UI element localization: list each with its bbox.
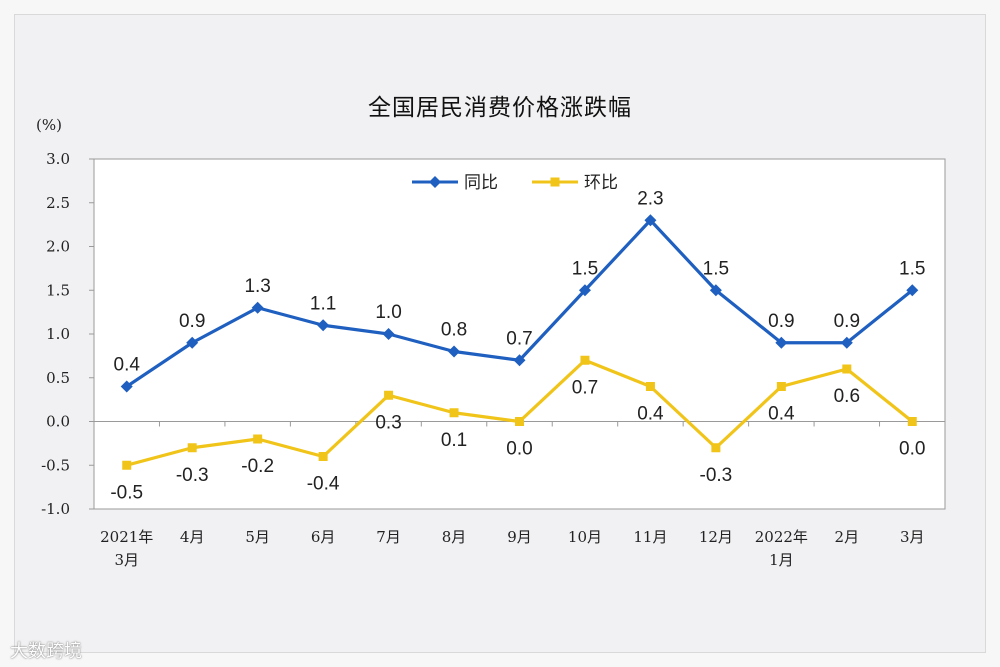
x-tick-label: 1月 [769,551,794,569]
data-label: 1.5 [572,258,598,279]
x-tick-label: 5月 [245,528,270,546]
data-point-marker [513,354,526,367]
data-label: 0.0 [899,439,925,460]
data-label: 0.7 [572,377,598,398]
data-label: -0.2 [241,456,274,477]
data-point-marker [120,380,133,393]
data-label: 0.4 [768,404,795,425]
data-label: 1.1 [310,293,336,314]
data-label: 1.5 [703,258,729,279]
x-tick-label: 11月 [633,528,667,546]
data-point-marker [840,336,853,349]
legend-marker [429,176,441,188]
data-point-marker [122,460,132,470]
data-point-marker [644,214,657,227]
data-label: 0.0 [506,439,532,460]
x-tick-label: 3月 [900,528,925,546]
y-tick-label: -0.5 [41,456,70,474]
data-label: 0.6 [834,386,860,407]
data-point-marker [382,328,395,340]
data-label: -0.4 [307,474,340,495]
x-tick-label: 12月 [699,528,733,546]
data-point-marker [776,382,786,391]
x-tick-label: 9月 [507,528,532,546]
data-point-marker [842,364,852,374]
y-axis-unit: (%) [36,116,62,134]
legend-label-mom: 环比 [584,173,618,192]
y-tick-label: 0.5 [46,369,70,387]
x-tick-label: 10月 [568,528,602,546]
legend-label-yoy: 同比 [464,173,498,192]
data-label: 0.1 [441,430,467,451]
y-tick-label: -1.0 [41,500,70,518]
data-point-marker [645,382,655,391]
data-point-marker [775,336,788,349]
legend-marker [550,177,560,187]
x-tick-label: 8月 [442,528,467,546]
chart-title: 全国居民消费价格涨跌幅 [368,95,632,121]
y-tick-label: 2.0 [46,238,70,256]
data-point-marker [318,452,328,461]
data-point-marker [711,443,721,453]
data-label: 0.3 [375,412,401,433]
y-tick-label: 0.0 [46,413,70,431]
data-point-marker [580,355,590,365]
y-tick-label: 1.5 [46,281,70,299]
data-label: 2.3 [637,188,663,209]
data-point-marker [515,417,524,426]
x-tick-label: 7月 [376,528,401,546]
x-tick-label: 2022年 [755,528,808,546]
data-label: 1.3 [244,276,270,297]
x-tick-label: 6月 [311,528,336,546]
data-point-marker [253,434,263,444]
data-label: 0.7 [506,328,532,349]
data-label: 1.5 [899,258,925,279]
data-label: -0.3 [700,465,733,486]
data-label: 0.4 [114,355,141,376]
y-tick-label: 2.5 [46,194,70,212]
data-point-marker [251,301,264,314]
data-point-marker [384,390,394,400]
data-point-marker [907,417,917,426]
x-tick-label: 4月 [180,528,205,546]
data-label: 0.9 [834,311,860,332]
data-label: -0.3 [176,465,209,486]
data-label: 1.0 [375,302,401,323]
data-point-marker [187,443,197,453]
y-tick-label: 1.0 [46,325,70,343]
data-label: 0.9 [768,311,794,332]
x-tick-label: 2月 [835,528,860,546]
data-point-marker [449,408,459,418]
plot-area [93,158,946,510]
x-tick-label: 3月 [114,551,139,569]
y-tick-label: 3.0 [46,150,70,168]
data-point-marker [709,284,722,297]
data-point-marker [448,345,461,358]
data-point-marker [317,319,330,332]
data-point-marker [578,284,591,297]
data-label: 0.4 [637,404,664,425]
data-label: -0.5 [110,482,143,503]
x-tick-label: 2021年 [100,528,153,546]
watermark-text: 大数跨境 [10,641,82,662]
data-point-marker [906,284,919,297]
data-label: 0.9 [179,311,205,332]
data-point-marker [186,336,199,349]
data-label: 0.8 [441,320,467,341]
